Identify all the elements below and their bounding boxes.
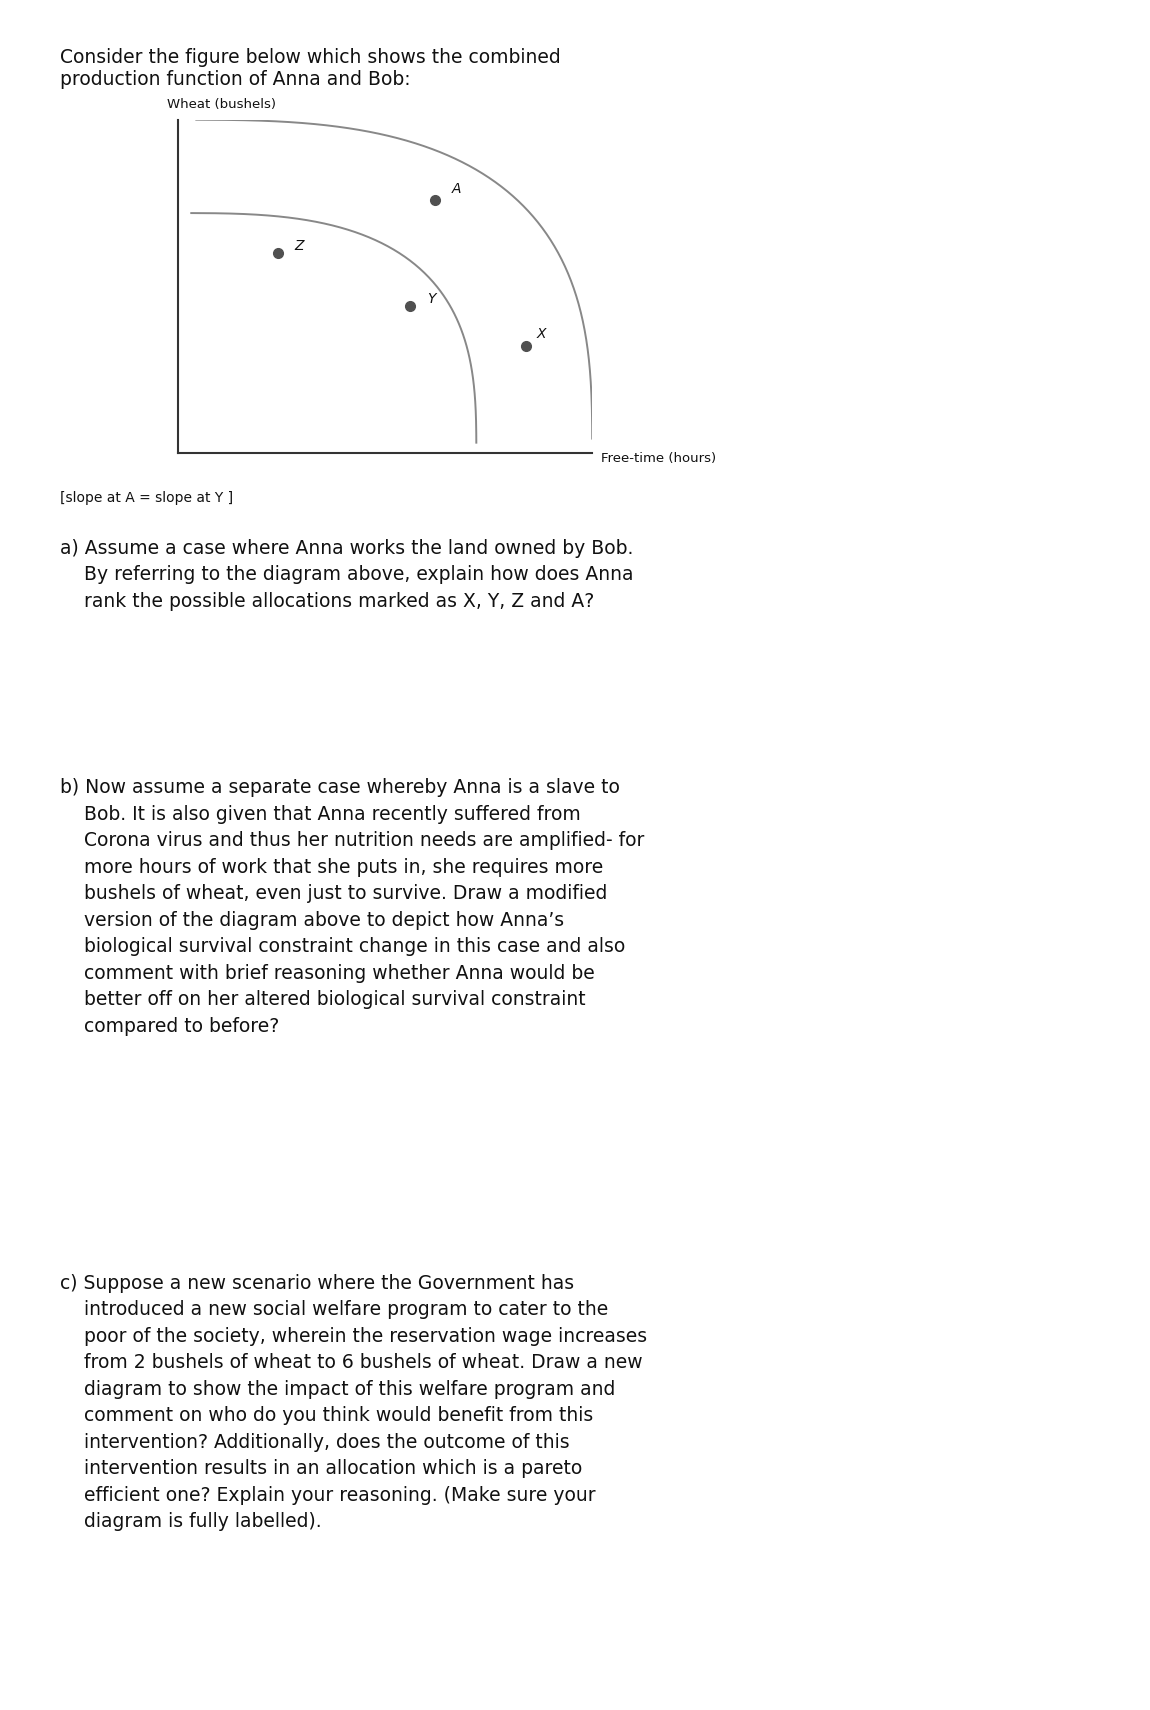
Text: [slope at A = slope at Y ]: [slope at A = slope at Y ] <box>60 491 233 504</box>
Text: Y: Y <box>427 292 435 306</box>
Text: X: X <box>536 327 546 340</box>
Text: Wheat (bushels): Wheat (bushels) <box>167 97 276 111</box>
Text: Z: Z <box>294 239 304 253</box>
Text: a) Assume a case where Anna works the land owned by Bob.
    By referring to the: a) Assume a case where Anna works the la… <box>60 539 634 610</box>
Text: A: A <box>452 181 461 197</box>
Text: c) Suppose a new scenario where the Government has
    introduced a new social w: c) Suppose a new scenario where the Gove… <box>60 1274 647 1532</box>
Text: Consider the figure below which shows the combined
production function of Anna a: Consider the figure below which shows th… <box>60 48 560 89</box>
Text: b) Now assume a separate case whereby Anna is a slave to
    Bob. It is also giv: b) Now assume a separate case whereby An… <box>60 778 644 1036</box>
Text: Free-time (hours): Free-time (hours) <box>601 451 716 465</box>
